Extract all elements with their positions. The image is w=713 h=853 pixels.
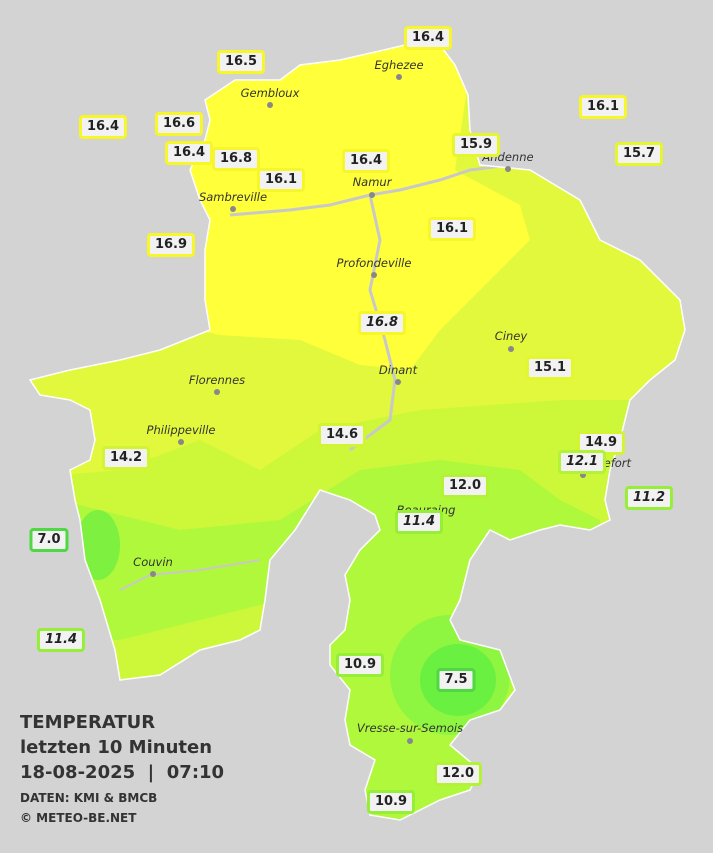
temperature-label: 11.4 [394,510,444,534]
temperature-label: 16.4 [341,149,391,173]
temperature-label: 16.4 [164,141,214,165]
city-marker [230,206,236,212]
caption-title: TEMPERATUR [20,712,156,733]
temperature-label: 14.6 [317,423,367,447]
temperature-label: 16.4 [403,26,453,50]
city-label: Namur [352,175,392,189]
city-marker [369,192,375,198]
temperature-label: 12.1 [557,450,607,474]
city-label: Philippeville [146,423,216,437]
temperature-label: 16.4 [78,115,128,139]
city-label: Eghezee [374,58,424,72]
temperature-label: 14.2 [101,446,151,470]
caption-datetime: 18-08-2025 | 07:10 [20,762,225,783]
temperature-label: 16.5 [216,50,266,74]
temperature-label: 16.8 [211,147,261,171]
city-label: Florennes [188,373,246,387]
temperature-label: 16.1 [578,95,628,119]
city-marker [508,346,514,352]
temperature-label: 15.7 [614,142,664,166]
city-marker [150,571,156,577]
temperature-label: 11.2 [624,486,674,510]
temperature-label: 15.9 [451,133,501,157]
temperature-label: 10.9 [335,653,385,677]
city-label: Gembloux [240,86,300,100]
temperature-label: 16.8 [357,311,407,335]
city-marker [395,379,401,385]
temperature-label: 16.9 [146,233,196,257]
city-label: Ciney [494,329,528,343]
temperature-label: 11.4 [36,628,86,652]
city-label: Profondeville [336,256,412,270]
temperature-label: 15.1 [525,356,575,380]
city-marker [178,439,184,445]
temperature-label: 16.6 [154,112,204,136]
caption-copyright: © METEO-BE.NET [20,811,137,825]
city-label: Sambreville [198,190,268,204]
temperature-label: 16.1 [256,168,306,192]
city-marker [371,272,377,278]
city-label: Couvin [133,555,173,569]
caption-source: DATEN: KMI & BMCB [20,791,158,805]
city-marker [580,472,586,478]
temperature-label: 16.1 [427,217,477,241]
temperature-label: 12.0 [433,762,483,786]
temperature-label: 12.0 [440,474,490,498]
city-marker [407,738,413,744]
city-label: Dinant [378,363,418,377]
temperature-label: 7.5 [436,668,476,692]
temperature-label: 7.0 [29,528,69,552]
temperature-label: 10.9 [366,790,416,814]
city-marker [396,74,402,80]
caption-period: letzten 10 Minuten [20,737,213,758]
city-marker [505,166,511,172]
city-marker [214,389,220,395]
city-label: Vresse-sur-Semois [356,721,464,735]
city-marker [267,102,273,108]
